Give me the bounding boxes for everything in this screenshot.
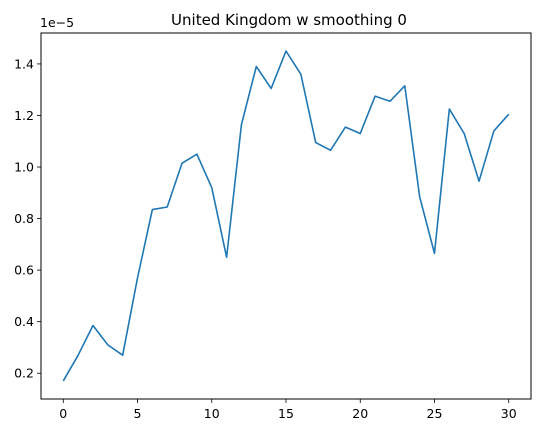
plot-frame xyxy=(40,32,532,400)
y-tick-label: 1.0 xyxy=(14,160,34,175)
y-tick-label: 0.8 xyxy=(14,211,34,226)
chart-title: United Kingdom w smoothing 0 xyxy=(171,11,407,29)
y-tick-label: 1.4 xyxy=(14,56,34,71)
x-tick-label: 10 xyxy=(204,406,220,421)
x-tick-label: 30 xyxy=(501,406,517,421)
series-layer xyxy=(62,50,510,382)
y-axis-ticks: 0.2 0.4 0.6 0.8 1.0 1.2 1.4 xyxy=(14,56,41,381)
y-tick-label: 0.6 xyxy=(14,263,34,278)
x-tick-label: 20 xyxy=(352,406,368,421)
x-tick-label: 25 xyxy=(427,406,443,421)
x-axis-ticks: 0 5 10 15 20 25 30 xyxy=(59,399,517,421)
series-line xyxy=(62,50,510,382)
y-tick-label: 1.2 xyxy=(14,108,34,123)
y-offset-label: 1e−5 xyxy=(40,15,74,30)
y-tick-label: 0.4 xyxy=(14,314,34,329)
x-tick-label: 5 xyxy=(134,406,142,421)
x-tick-label: 15 xyxy=(278,406,294,421)
x-tick-label: 0 xyxy=(59,406,67,421)
y-tick-label: 0.2 xyxy=(14,366,34,381)
